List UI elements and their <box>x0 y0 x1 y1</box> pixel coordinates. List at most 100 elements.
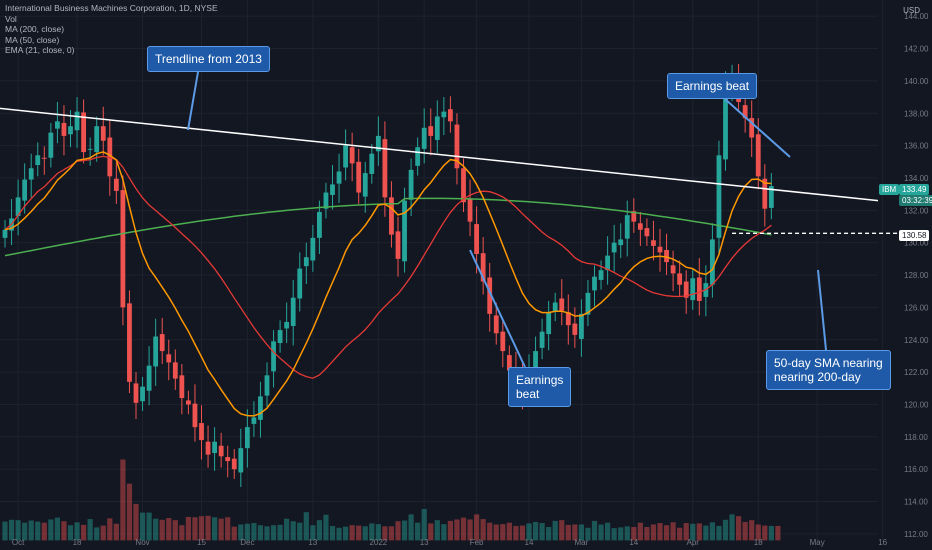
volume-bar <box>356 525 362 541</box>
volume-bar <box>270 525 277 541</box>
candle-body <box>454 124 460 169</box>
x-tick-label: 16 <box>878 538 887 547</box>
volume-bar <box>519 525 526 541</box>
callout-trendline-pointer <box>187 71 199 131</box>
candle-body <box>303 257 309 267</box>
candle-body <box>579 313 584 339</box>
callout-earnings-mid-line2: beat <box>516 387 540 401</box>
x-tick-label: 13 <box>420 538 429 547</box>
volume-bar <box>303 512 309 541</box>
x-tick-label: 14 <box>525 538 534 547</box>
y-tick-label: 138.00 <box>904 109 929 118</box>
candle-body <box>474 224 479 255</box>
callout-sma-line1: 50-day SMA nearing <box>774 356 883 370</box>
candle-body <box>107 137 113 177</box>
volume-bar <box>434 520 440 541</box>
volume-bar <box>264 526 270 541</box>
candle-body <box>690 278 696 301</box>
candle-body <box>539 331 545 348</box>
callout-earnings-mid-pointer <box>469 249 526 368</box>
candle-body <box>15 197 21 216</box>
volume-bar <box>729 514 735 541</box>
volume-bar <box>316 520 322 541</box>
volume-bar <box>146 512 152 541</box>
y-tick-label: 122.00 <box>904 368 929 377</box>
y-tick-label: 126.00 <box>904 303 929 312</box>
volume-bar <box>133 503 139 541</box>
callout-earnings-top-text: Earnings beat <box>675 79 750 93</box>
candle-body <box>768 186 774 208</box>
volume-bar <box>185 516 191 541</box>
y-tick-label: 124.00 <box>904 336 929 345</box>
candle-body <box>493 315 499 334</box>
candle-body <box>559 298 565 311</box>
callout-sma-line2: nearing 200-day <box>774 370 861 384</box>
candle-body <box>323 192 329 209</box>
candle-body <box>81 112 86 153</box>
volume-bar <box>631 527 637 541</box>
candle-body <box>22 179 28 201</box>
volume-bar <box>244 523 250 541</box>
candle-body <box>421 127 427 149</box>
callout-trendline: Trendline from 2013 <box>147 46 270 72</box>
candle-body <box>723 84 728 160</box>
candle-body <box>415 147 421 166</box>
candle-body <box>441 111 447 118</box>
volume-bar <box>61 521 67 541</box>
volume-bar <box>94 527 100 541</box>
volume-bar <box>513 525 519 541</box>
volume-bar <box>395 521 401 541</box>
candle-body <box>238 448 244 473</box>
volume-bar <box>690 523 696 541</box>
candle-body <box>375 135 381 152</box>
volume-bar <box>572 524 578 541</box>
volume-bar <box>493 524 499 541</box>
candle-body <box>428 126 434 136</box>
volume-bar <box>546 527 552 541</box>
y-tick-label: 112.00 <box>904 530 928 539</box>
legend-vol[interactable]: Vol <box>5 13 17 24</box>
x-tick-label: Oct <box>12 538 25 547</box>
x-tick-label: Apr <box>687 538 700 547</box>
candle-body <box>362 173 368 197</box>
volume-bar <box>277 524 283 541</box>
candle-body <box>762 178 768 209</box>
callout-sma-pointer <box>817 269 827 351</box>
candle-body <box>94 126 100 153</box>
candle-body <box>258 396 263 420</box>
candle-body <box>749 118 755 138</box>
volume-bar <box>415 522 421 541</box>
volume-bar <box>218 518 224 541</box>
y-tick-label: 136.00 <box>904 142 929 151</box>
legend-ma200[interactable]: MA (200, close) <box>5 24 65 35</box>
candle-body <box>369 153 375 174</box>
volume-bar <box>362 526 368 541</box>
legend-title: International Business Machines Corporat… <box>5 3 218 13</box>
volume-bar <box>126 483 133 541</box>
candle-body <box>467 199 473 222</box>
candle-body <box>133 383 139 403</box>
candle-body <box>631 211 637 222</box>
y-tick-label: 120.00 <box>904 400 929 409</box>
candle-body <box>683 281 689 298</box>
volume-bar <box>775 525 781 541</box>
volume-bar <box>506 522 512 541</box>
y-tick-label: 128.00 <box>904 271 929 280</box>
y-tick-label: 144.00 <box>904 12 929 21</box>
volume-bar <box>454 519 460 541</box>
volume-bar <box>382 526 388 541</box>
volume-bar <box>598 524 604 541</box>
volume-bar <box>637 522 643 541</box>
candle-body <box>146 365 152 391</box>
legend-ma50[interactable]: MA (50, close) <box>5 34 60 45</box>
currency-label: USD <box>903 6 920 15</box>
legend-ema21[interactable]: EMA (21, close, 0) <box>5 45 75 56</box>
candle-body <box>41 157 47 159</box>
candle-body <box>297 268 303 299</box>
ma50-line <box>4 155 772 379</box>
volume-bar <box>100 525 106 541</box>
volume-bar <box>663 525 670 541</box>
volume-bar <box>709 522 715 541</box>
y-tick-label: 130.00 <box>904 239 929 248</box>
